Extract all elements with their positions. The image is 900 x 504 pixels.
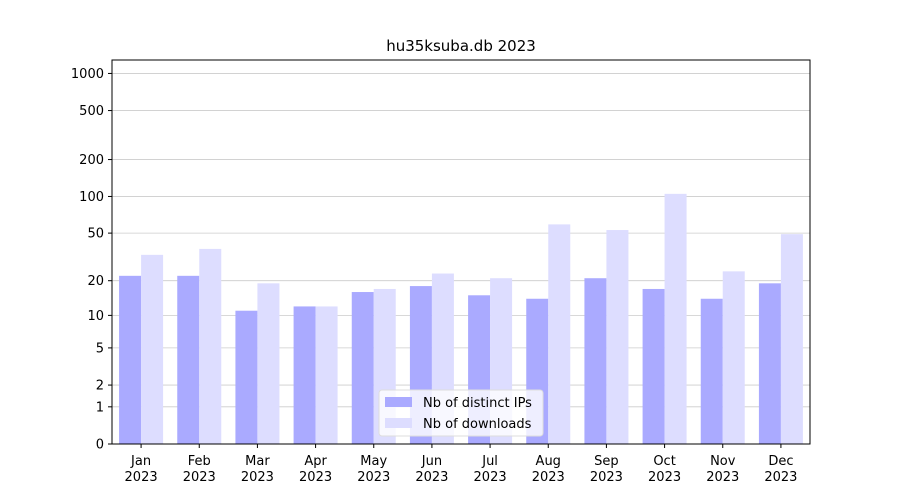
bar	[177, 275, 200, 444]
x-tick-label: May 2023	[357, 454, 390, 485]
y-tick-label: 10	[87, 309, 104, 324]
legend-swatch	[385, 418, 412, 428]
x-tick-label: Jun 2023	[415, 454, 448, 485]
bar	[780, 234, 803, 444]
bar	[758, 283, 781, 444]
y-tick-label: 5	[96, 341, 104, 356]
bar	[119, 275, 142, 444]
y-tick-label: 1	[96, 400, 104, 415]
x-tick-label: Aug 2023	[532, 454, 565, 485]
y-tick-label: 100	[79, 190, 104, 205]
x-tick-label: Jan 2023	[125, 454, 158, 485]
y-tick-label: 2	[96, 379, 104, 394]
bar	[606, 230, 629, 444]
y-tick-label: 500	[79, 104, 104, 119]
x-tick-label: Nov 2023	[706, 454, 739, 485]
plot-frame	[111, 59, 811, 445]
x-tick-label: Oct 2023	[648, 454, 681, 485]
bar	[722, 271, 745, 444]
legend-swatch	[385, 397, 412, 407]
bar	[548, 224, 571, 444]
y-tick-label: 200	[79, 153, 104, 168]
y-tick-label: 1000	[71, 67, 104, 82]
chart-title: hu35ksuba.db 2023	[386, 37, 536, 55]
x-tick-label: Jul 2023	[474, 454, 507, 485]
x-tick-label: Mar 2023	[241, 454, 274, 485]
x-tick-label: Dec 2023	[764, 454, 797, 485]
x-tick-label: Sep 2023	[590, 454, 623, 485]
bar	[257, 283, 280, 444]
bar	[351, 292, 374, 444]
x-tick-label: Feb 2023	[183, 454, 216, 485]
bar	[199, 248, 222, 444]
bar	[315, 306, 338, 444]
bar	[584, 278, 607, 444]
y-tick-label: 50	[87, 227, 104, 242]
bar	[700, 298, 723, 444]
x-tick-label: Apr 2023	[299, 454, 332, 485]
bar	[293, 306, 316, 444]
legend-label: Nb of distinct IPs	[423, 396, 532, 411]
legend-label: Nb of downloads	[423, 417, 532, 432]
bar	[642, 288, 665, 444]
bar	[141, 254, 164, 444]
bar	[235, 310, 258, 444]
y-tick-label: 20	[87, 274, 104, 289]
y-tick-label: 0	[96, 438, 104, 453]
legend-box	[378, 389, 544, 437]
bar	[664, 193, 687, 444]
